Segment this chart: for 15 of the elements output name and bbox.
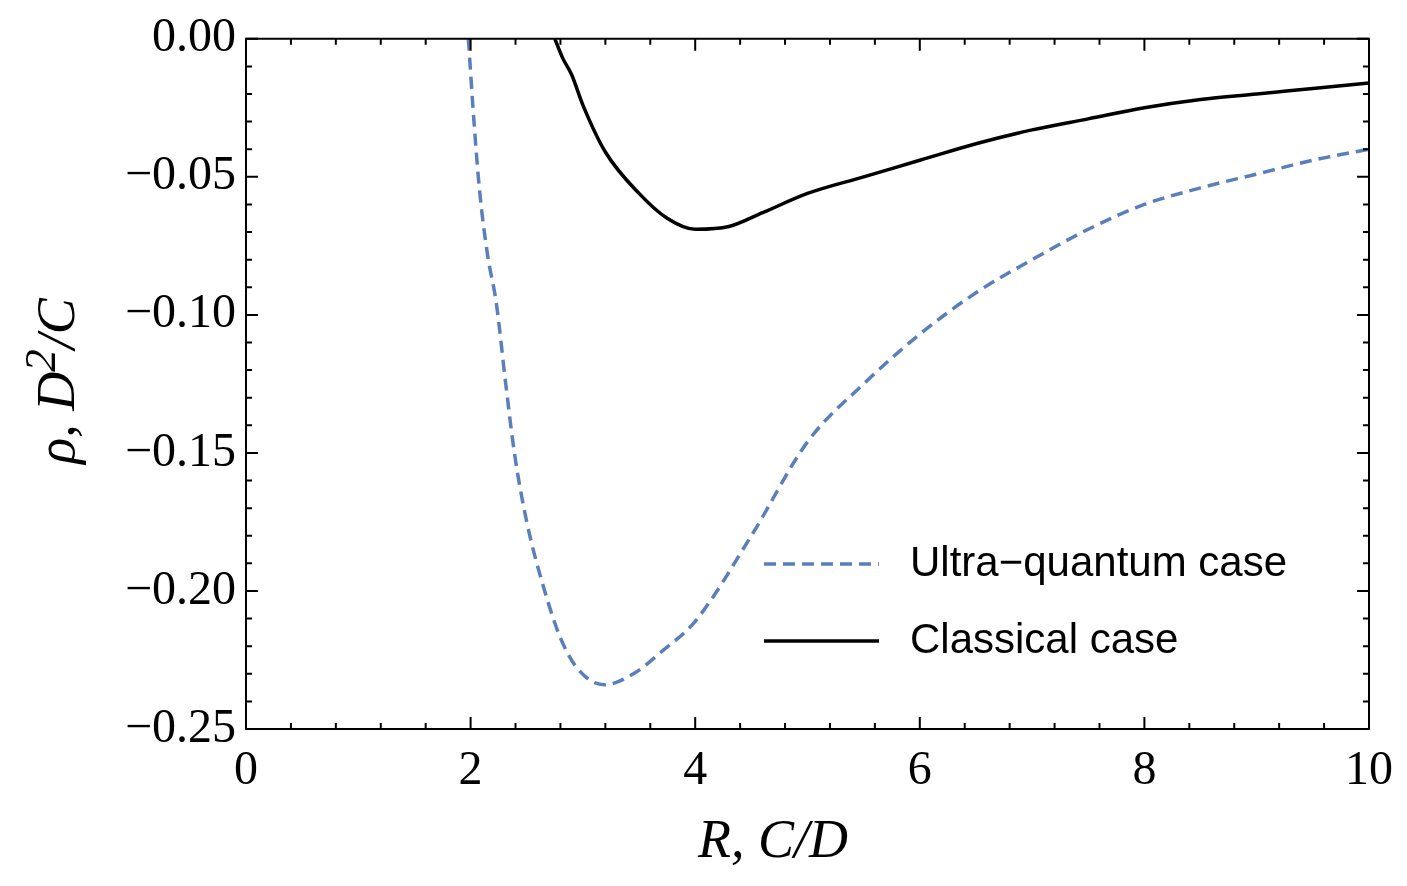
y-tick-label: −0.05 <box>124 146 236 200</box>
x-axis-title: R, C/D <box>697 808 849 870</box>
y-tick-label: 0.00 <box>152 8 236 62</box>
y-tick-label: −0.10 <box>124 284 236 338</box>
x-tick-label: 6 <box>907 741 932 795</box>
x-tick-label: 2 <box>458 741 483 795</box>
legend-label: Ultra−quantum case <box>910 537 1288 585</box>
y-tick-label: −0.25 <box>124 698 236 752</box>
y-tick-label: −0.20 <box>124 560 236 614</box>
x-tick-label: 10 <box>1345 741 1393 795</box>
x-tick-label: 4 <box>683 741 708 795</box>
legend-label: Classical case <box>910 614 1179 662</box>
x-tick-label: 0 <box>234 741 258 795</box>
y-tick-label: −0.15 <box>124 422 236 476</box>
x-tick-label: 8 <box>1132 741 1157 795</box>
